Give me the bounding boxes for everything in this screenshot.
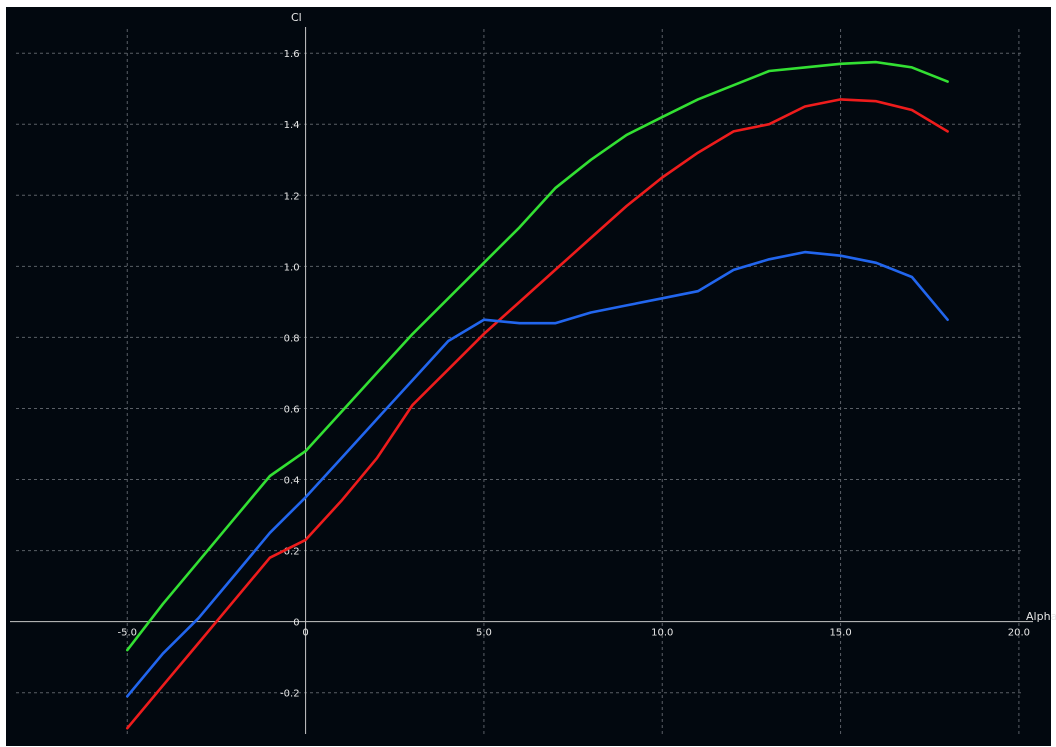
y-tick-label: 0.6 bbox=[284, 404, 300, 415]
x-tick-label: 15.0 bbox=[829, 628, 851, 639]
y-tick-label: 1.2 bbox=[284, 191, 300, 202]
y-axis-title: Cl bbox=[291, 11, 302, 24]
series-line-1 bbox=[126, 60, 949, 652]
y-tick-label: 0.2 bbox=[284, 547, 300, 558]
y-tick-label: -0.2 bbox=[280, 689, 300, 700]
y-tick-label: 1.4 bbox=[284, 120, 300, 131]
series-line-3 bbox=[126, 250, 949, 698]
y-tick-label: 0.8 bbox=[284, 333, 300, 344]
x-tick-label: 20.0 bbox=[1008, 628, 1030, 639]
x-tick-label: 0 bbox=[302, 628, 308, 639]
x-axis-title: Alpha bbox=[1026, 610, 1056, 623]
y-tick-label: 0.4 bbox=[284, 476, 300, 487]
plot-background bbox=[6, 7, 1051, 746]
x-tick-label: 5.0 bbox=[476, 628, 492, 639]
y-tick-label: 1.0 bbox=[284, 262, 300, 273]
y-tick-label: 1.6 bbox=[284, 49, 300, 60]
series-line-2 bbox=[126, 98, 949, 730]
x-tick-label: 10.0 bbox=[651, 628, 673, 639]
axes bbox=[10, 27, 1033, 734]
y-tick-label: 0 bbox=[293, 618, 299, 629]
x-tick-label: -5.0 bbox=[118, 628, 138, 639]
tick-labels: -5.0 0 5.0 10.0 15.0 20.0 -0.2 0 0.2 0.4 0.6 0.8 1.0… bbox=[118, 49, 1031, 700]
series-group bbox=[126, 60, 949, 730]
